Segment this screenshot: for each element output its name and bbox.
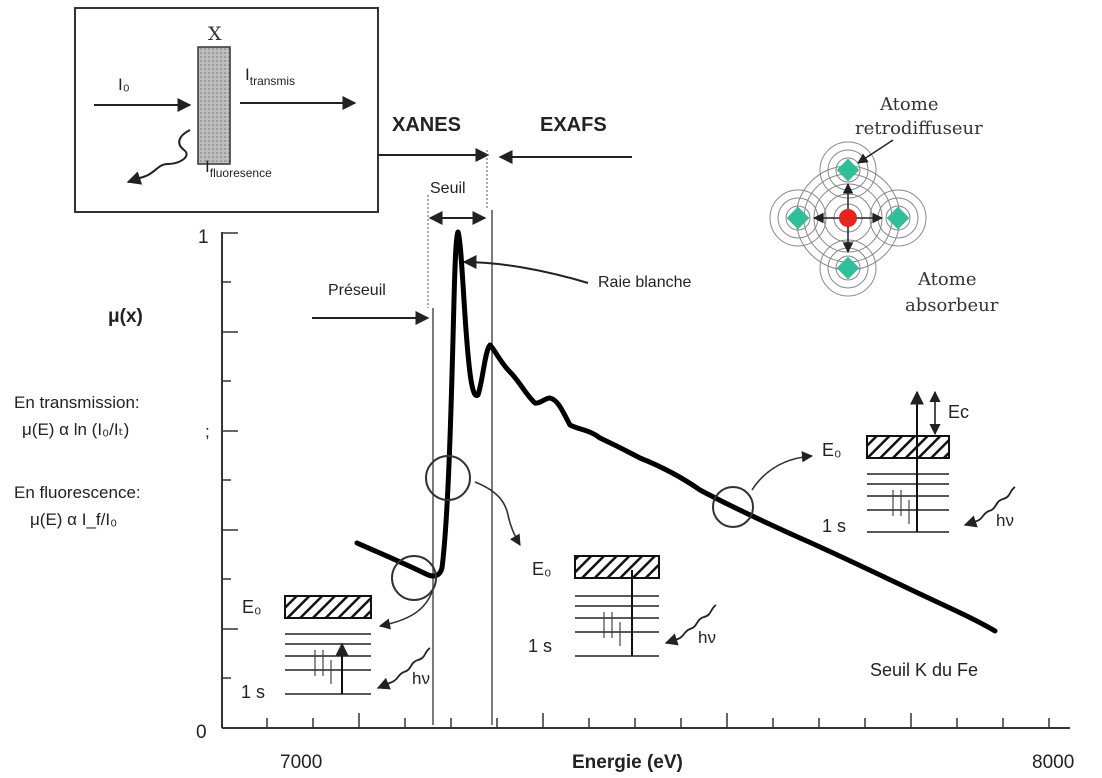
raie-blanche-label: Raie blanche <box>598 274 692 291</box>
svg-text:retrodiffuseur: retrodiffuseur <box>855 118 983 139</box>
y-axis-label: μ(x) <box>108 306 143 327</box>
axes: 1 0 7000 Energie (eV) 8000 μ(x) <box>108 227 1074 773</box>
atom-scattering-illustration: Atome retrodiffuseur Atome absorbeur <box>769 94 999 316</box>
retro-label-line2: retrodiffuseur <box>855 118 983 139</box>
fluorescence-arrow <box>126 129 191 185</box>
absorber-atom <box>839 209 857 227</box>
callout-circles <box>378 451 814 630</box>
exafs-callout-arrow <box>751 451 814 491</box>
hv-label-1: hν <box>412 669 430 688</box>
level-diagram-edge: E₀ 1 s hν <box>528 555 717 657</box>
y-tick-1: 1 <box>198 227 209 248</box>
level-diagram-preedge: E₀ 1 s hν <box>241 595 431 702</box>
absorb-label-line2: absorbeur <box>905 295 999 316</box>
hv-label-3: hν <box>996 511 1014 530</box>
transmis-subscript: transmis <box>250 74 295 88</box>
ec-label: Ec <box>948 402 969 422</box>
sample-x-label: X <box>208 23 222 45</box>
continuum-band-1 <box>284 595 372 619</box>
photon-wave-3 <box>963 486 1016 528</box>
backscatter-atom-bottom <box>836 256 860 280</box>
fluo-subscript: fluoresence <box>210 166 272 180</box>
retro-pointer <box>857 139 894 164</box>
exafs-label: EXAFS <box>540 114 607 136</box>
retro-label-line1: Atome <box>879 94 938 115</box>
continuum-band-2 <box>574 555 660 579</box>
preedge-callout-arrow <box>378 591 433 630</box>
continuum-band-3 <box>866 435 950 459</box>
backscatter-atom-right <box>886 206 910 230</box>
caption-seuil-k-fe: Seuil K du Fe <box>870 660 978 680</box>
xanes-label: XANES <box>392 114 461 136</box>
exafs-circle <box>712 486 754 528</box>
transmission-formula: μ(E) α ln (I₀/Iₜ) <box>22 420 129 439</box>
raie-blanche-arrow <box>462 255 589 284</box>
photon-wave-1 <box>376 647 431 690</box>
inset-box: X I₀ Itransmis Ifluoresence <box>74 7 379 213</box>
svg-text:Ifluoresence: Ifluoresence <box>205 157 272 180</box>
y-ticks <box>222 232 238 679</box>
i0-label: I₀ <box>118 75 130 94</box>
e0-label-3: E₀ <box>822 440 841 460</box>
level-diagram-exafs: E₀ Ec 1 s hν <box>822 390 1016 536</box>
region-markers: XANES EXAFS Seuil Préseuil Raie blanche <box>312 114 692 725</box>
one-s-label-1: 1 s <box>241 682 265 702</box>
x-axis-label: Energie (eV) <box>572 752 683 773</box>
transmission-title: En transmission: <box>14 393 140 412</box>
edge-circle <box>425 455 471 501</box>
preedge-circle <box>391 555 437 601</box>
x-tick-8000: 8000 <box>1032 752 1074 773</box>
hv-label-2: hν <box>698 628 716 647</box>
absorb-label-line1: Atome <box>917 269 976 290</box>
fluorescence-title: En fluorescence: <box>14 483 141 502</box>
one-s-label-2: 1 s <box>528 636 552 656</box>
transmis-label: I <box>245 65 250 84</box>
seuil-label: Seuil <box>430 180 466 197</box>
svg-text:Atome: Atome <box>879 94 938 115</box>
y-tick-0: 0 <box>196 722 207 743</box>
absorption-spectrum-curve <box>354 229 998 634</box>
x-tick-7000: 7000 <box>280 752 322 773</box>
sample-slab <box>197 46 231 165</box>
fluo-label: I <box>205 157 210 176</box>
fluorescence-formula: μ(E) α I_f/I₀ <box>30 510 117 529</box>
backscatter-atom-top <box>836 158 860 182</box>
preseuil-label: Préseuil <box>328 282 386 299</box>
edge-callout-arrow <box>474 481 521 546</box>
e0-label-1: E₀ <box>242 597 261 617</box>
backscatter-atom-left <box>786 206 810 230</box>
measurement-notes: En transmission: μ(E) α ln (I₀/Iₜ) ; En … <box>14 393 210 529</box>
semicolon: ; <box>205 422 210 441</box>
svg-text:Itransmis: Itransmis <box>245 65 295 88</box>
e0-label-2: E₀ <box>532 559 551 579</box>
x-ticks <box>266 713 1050 728</box>
one-s-label-3: 1 s <box>822 516 846 536</box>
photon-wave-2 <box>664 604 717 646</box>
